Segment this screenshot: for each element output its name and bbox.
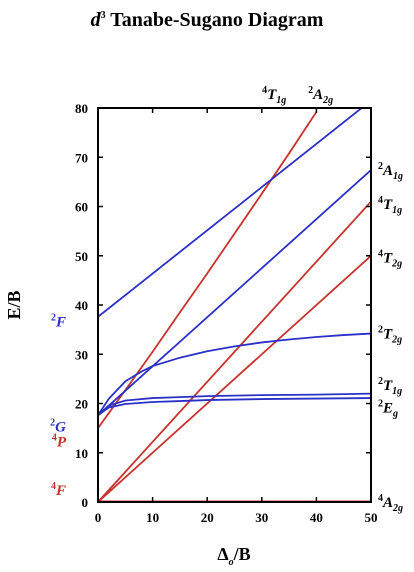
series-line-1 xyxy=(98,254,371,502)
left-term-label: 4F xyxy=(51,481,66,499)
y-tick-label: 0 xyxy=(82,495,89,510)
x-tick-label: 50 xyxy=(365,510,378,525)
chart-title: d3 Tanabe-Sugano Diagram xyxy=(91,9,324,31)
y-tick-label: 10 xyxy=(75,446,88,461)
y-tick-label: 20 xyxy=(75,397,88,412)
right-term-label: 4T1g xyxy=(378,195,402,216)
plot-frame xyxy=(97,107,372,503)
top-term-label: 2A2g xyxy=(308,85,333,106)
x-tick-label: 40 xyxy=(310,510,323,525)
right-term-label: 2A1g xyxy=(378,161,403,182)
plot-area xyxy=(98,108,371,502)
x-tick-label: 0 xyxy=(95,510,102,525)
left-term-label: 2F xyxy=(51,313,66,331)
series-line-5 xyxy=(98,169,371,417)
series-line-7 xyxy=(98,392,371,417)
right-term-label: 4A2g xyxy=(378,493,403,514)
left-term-label: 2G xyxy=(50,418,66,436)
y-tick-label: 40 xyxy=(75,298,88,313)
series-line-8 xyxy=(98,397,371,417)
right-term-label: 2T2g xyxy=(378,325,402,346)
right-term-label: 2T1g xyxy=(378,376,402,397)
series-line-6 xyxy=(98,332,371,417)
y-tick-label: 30 xyxy=(75,347,88,362)
y-tick-label: 70 xyxy=(75,150,88,165)
right-term-label: 2Eg xyxy=(378,398,398,419)
axis-ticks: 0 10 20 30 40 50 60 70 80 0 10 20 30 40 50 xyxy=(75,101,378,525)
top-term-label: 4T1g xyxy=(262,85,286,106)
x-axis-label: Δo/B xyxy=(217,544,250,568)
x-tick-label: 20 xyxy=(201,510,214,525)
y-tick-label: 50 xyxy=(75,249,88,264)
x-tick-label: 30 xyxy=(255,510,268,525)
series-line-3 xyxy=(98,111,318,430)
y-tick-label: 80 xyxy=(75,101,88,116)
left-term-label: 4P xyxy=(52,432,67,450)
series-line-4 xyxy=(98,108,364,318)
right-term-label: 4T2g xyxy=(378,249,402,270)
y-tick-label: 60 xyxy=(75,200,88,215)
series-line-2 xyxy=(98,200,371,502)
x-tick-label: 10 xyxy=(146,510,159,525)
y-axis-label: E/B xyxy=(4,290,24,319)
